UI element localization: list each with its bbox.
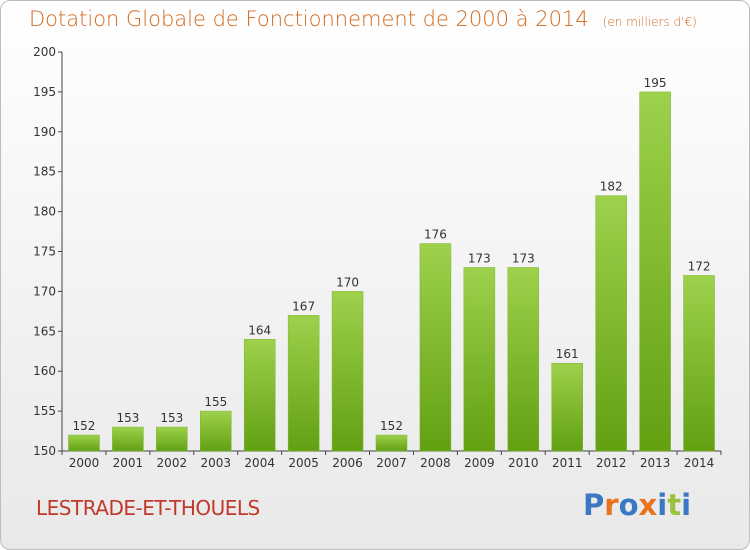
y-tick-label: 150	[33, 444, 56, 458]
bar	[419, 243, 452, 452]
y-tick-label: 175	[33, 245, 56, 259]
logo-letter: P	[583, 488, 605, 522]
y-tick-label: 200	[33, 45, 56, 59]
bar	[331, 291, 364, 452]
chart-title: Dotation Globale de Fonctionnement de 20…	[29, 7, 697, 31]
bar-value-label: 152	[380, 419, 403, 433]
bar-value-label: 195	[644, 76, 667, 90]
x-tick-label: 2001	[113, 456, 144, 470]
bar	[287, 315, 320, 452]
chart-unit: (en milliers d'€)	[602, 15, 697, 29]
bar	[551, 362, 583, 452]
bar-value-label: 170	[336, 275, 359, 289]
bar	[639, 91, 671, 452]
x-tick-label: 2005	[288, 456, 319, 470]
x-tick-label: 2012	[596, 456, 627, 470]
logo-letter: o	[618, 488, 639, 522]
x-tick-label: 2010	[508, 456, 539, 470]
bar	[595, 195, 627, 452]
bar	[375, 434, 408, 452]
logo-letter: t	[667, 488, 682, 522]
logo-letter: x	[638, 488, 658, 522]
bar	[200, 410, 232, 452]
x-tick-label: 2002	[157, 456, 188, 470]
y-tick-label: 155	[33, 404, 56, 418]
bar-value-label: 173	[468, 251, 491, 265]
x-tick-label: 2007	[376, 456, 407, 470]
proxiti-logo: Proxiti	[583, 488, 691, 522]
x-tick-label: 2006	[332, 456, 363, 470]
logo-letter: i	[681, 488, 692, 522]
bar-value-label: 164	[248, 323, 271, 337]
bar-value-label: 153	[116, 411, 139, 425]
bar	[112, 426, 144, 452]
bar-value-label: 161	[556, 347, 579, 361]
bar-value-label: 155	[204, 395, 227, 409]
x-tick-label: 2003	[200, 456, 231, 470]
x-tick-label: 2008	[420, 456, 451, 470]
commune-name: LESTRADE-ET-THOUELS	[36, 496, 260, 520]
bar	[243, 339, 276, 452]
bar-value-label: 167	[292, 299, 315, 313]
x-tick-label: 2013	[640, 456, 671, 470]
chart-title-text: Dotation Globale de Fonctionnement de 20…	[29, 7, 589, 31]
y-tick-label: 165	[33, 324, 56, 338]
y-tick-label: 170	[33, 284, 56, 298]
x-tick-label: 2004	[244, 456, 275, 470]
logo-letter: r	[604, 488, 619, 522]
bar	[156, 426, 188, 452]
bar-value-label: 153	[160, 411, 183, 425]
bar	[683, 275, 715, 452]
bar	[463, 267, 496, 452]
bar-value-label: 173	[512, 251, 535, 265]
bar-value-label: 172	[688, 259, 711, 273]
x-tick-label: 2000	[69, 456, 100, 470]
logo-letter: i	[657, 488, 668, 522]
y-tick-label: 195	[33, 85, 56, 99]
bar	[68, 434, 100, 452]
bar	[507, 267, 540, 452]
y-tick-label: 180	[33, 205, 56, 219]
y-tick-label: 185	[33, 165, 56, 179]
bar-value-label: 176	[424, 228, 447, 242]
bar-value-label: 152	[73, 419, 96, 433]
x-tick-label: 2011	[552, 456, 583, 470]
bar-value-label: 182	[600, 180, 623, 194]
y-tick-label: 160	[33, 364, 56, 378]
x-tick-label: 2014	[684, 456, 715, 470]
y-tick-label: 190	[33, 125, 56, 139]
x-tick-label: 2009	[464, 456, 495, 470]
